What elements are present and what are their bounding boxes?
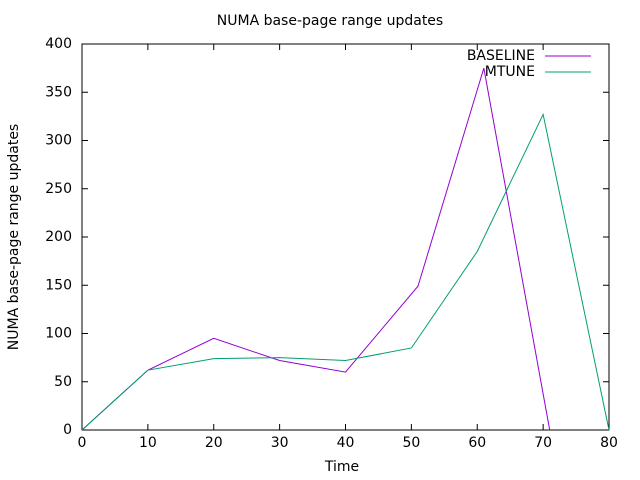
- legend-label: BASELINE: [467, 48, 535, 64]
- y-tick-label: 400: [45, 36, 72, 52]
- y-tick-label: 250: [45, 181, 72, 197]
- x-tick-label: 10: [139, 435, 157, 451]
- y-tick-label: 50: [54, 374, 72, 390]
- x-tick-label: 30: [271, 435, 289, 451]
- y-tick-label: 200: [45, 229, 72, 245]
- x-tick-label: 50: [402, 435, 420, 451]
- x-tick-label: 40: [337, 435, 355, 451]
- x-axis-label: Time: [324, 459, 359, 475]
- x-tick-label: 70: [534, 435, 552, 451]
- y-axis-label: NUMA base-page range updates: [6, 124, 22, 350]
- x-tick-label: 20: [205, 435, 223, 451]
- x-tick-label: 0: [78, 435, 87, 451]
- legend-label: MTUNE: [485, 64, 535, 80]
- series-line: [81, 112, 610, 431]
- x-tick-label: 60: [468, 435, 486, 451]
- x-tick-label: 80: [600, 435, 618, 451]
- y-tick-label: 0: [63, 422, 72, 438]
- y-tick-label: 100: [45, 326, 72, 342]
- y-tick-label: 300: [45, 133, 72, 149]
- y-tick-label: 350: [45, 84, 72, 100]
- y-tick-label: 150: [45, 277, 72, 293]
- series-line: [81, 67, 551, 431]
- chart-title: NUMA base-page range updates: [217, 13, 443, 29]
